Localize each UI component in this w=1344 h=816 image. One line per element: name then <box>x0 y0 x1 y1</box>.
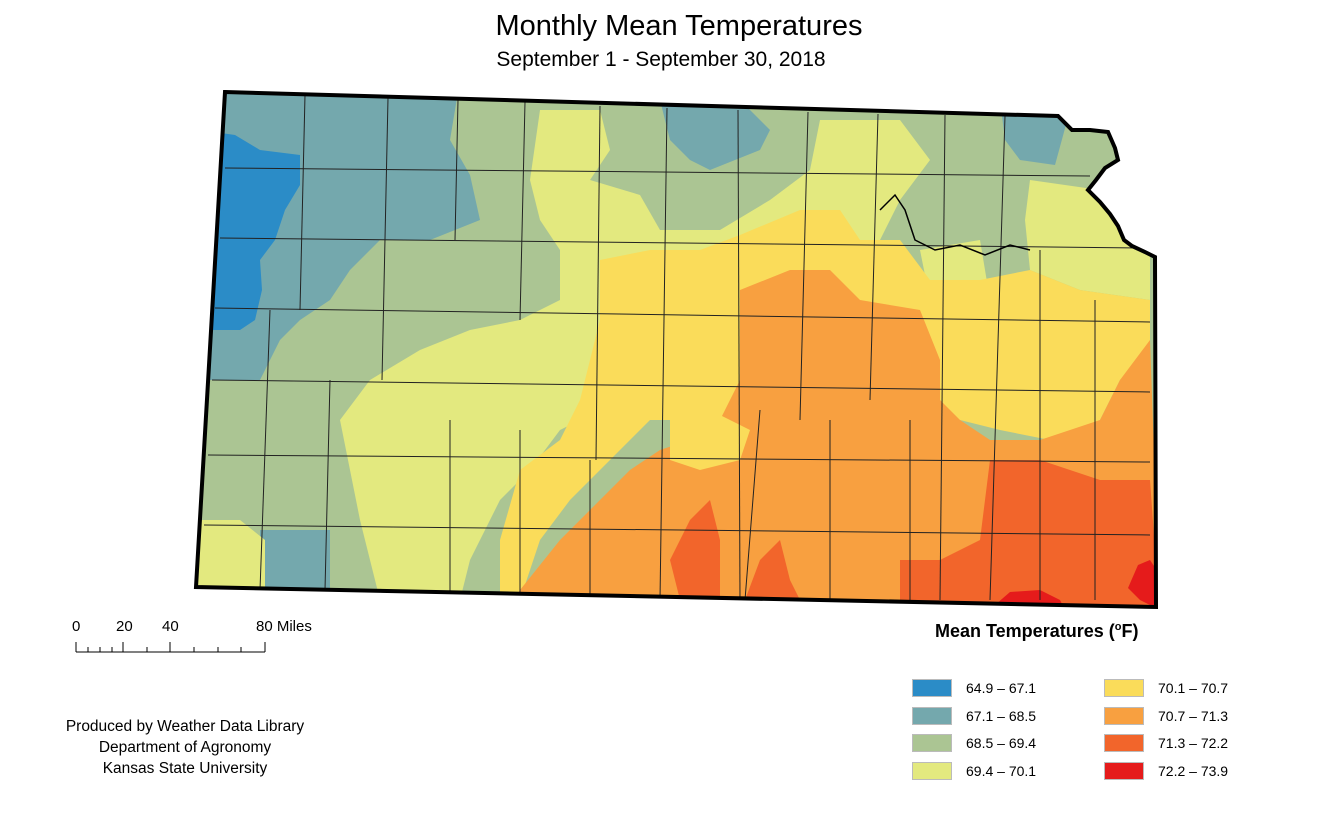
zone-64-9-67-1 <box>200 130 300 330</box>
legend-swatch <box>912 679 952 697</box>
legend-item: 72.2 – 73.9 <box>1104 761 1228 781</box>
credit-line-1: Produced by Weather Data Library <box>65 718 305 735</box>
temperature-zones <box>196 92 1156 607</box>
legend-title-sup: o <box>1114 621 1122 633</box>
legend-title-main: Mean Temperatures ( <box>935 621 1115 641</box>
zone-71-3-72-2-south2 <box>745 540 800 600</box>
river-line <box>879 193 1031 256</box>
credits: Produced by Weather Data Library Departm… <box>30 716 340 779</box>
scale-tick-20: 20 <box>116 618 133 635</box>
zone-71-3-72-2-south <box>670 500 720 600</box>
zone-70-7-71-3-cut <box>670 415 750 470</box>
legend-label: 70.7 – 71.3 <box>1158 708 1229 724</box>
legend-label: 64.9 – 67.1 <box>966 680 1037 696</box>
scale-bar: 0 20 40 80 Miles <box>60 612 360 662</box>
legend-title: Mean Temperatures (oF) <box>935 621 1138 642</box>
legend-swatch <box>1104 734 1144 752</box>
legend-label: 71.3 – 72.2 <box>1158 735 1229 751</box>
legend-item: 68.5 – 69.4 <box>912 733 1036 753</box>
legend-swatch <box>1104 762 1144 780</box>
legend-item: 71.3 – 72.2 <box>1104 733 1228 753</box>
map-subtitle: September 1 - September 30, 2018 <box>496 48 826 71</box>
legend-label: 67.1 – 68.5 <box>966 708 1037 724</box>
legend-swatch <box>1104 707 1144 725</box>
zone-72-2-73-9-b <box>1128 560 1156 607</box>
legend-swatch <box>912 707 952 725</box>
state-outline <box>193 89 1159 610</box>
map-title: Monthly Mean Temperatures <box>495 10 863 42</box>
zone-70-1-70-7 <box>500 210 1150 600</box>
legend-item: 70.1 – 70.7 <box>1104 678 1228 698</box>
legend-label: 72.2 – 73.9 <box>1158 763 1229 779</box>
legend-swatch <box>912 734 952 752</box>
legend-swatch <box>912 762 952 780</box>
legend-swatch <box>1104 679 1144 697</box>
legend-item: 67.1 – 68.5 <box>912 706 1036 726</box>
zone-69-4-70-1-west <box>196 520 265 590</box>
zone-67-1-68-5-ne <box>660 100 770 170</box>
zone-67-1-68-5-sw <box>260 530 330 590</box>
legend-item: 64.9 – 67.1 <box>912 678 1036 698</box>
scale-tick-0: 0 <box>72 618 81 635</box>
legend-title-end: F) <box>1121 621 1139 641</box>
county-boundaries <box>203 94 1151 601</box>
legend-item: 70.7 – 71.3 <box>1104 706 1228 726</box>
credit-line-3: Kansas State University <box>102 760 268 777</box>
legend-item: 69.4 – 70.1 <box>912 761 1036 781</box>
credit-line-2: Department of Agronomy <box>98 739 272 756</box>
scale-tick-80: 80 Miles <box>256 618 312 635</box>
legend-label: 68.5 – 69.4 <box>966 735 1037 751</box>
legend-label: 69.4 – 70.1 <box>966 763 1037 779</box>
scale-tick-40: 40 <box>162 618 179 635</box>
scale-ruler <box>75 642 266 653</box>
zone-69-4-70-1-ne <box>1025 180 1150 300</box>
legend-label: 70.1 – 70.7 <box>1158 680 1229 696</box>
